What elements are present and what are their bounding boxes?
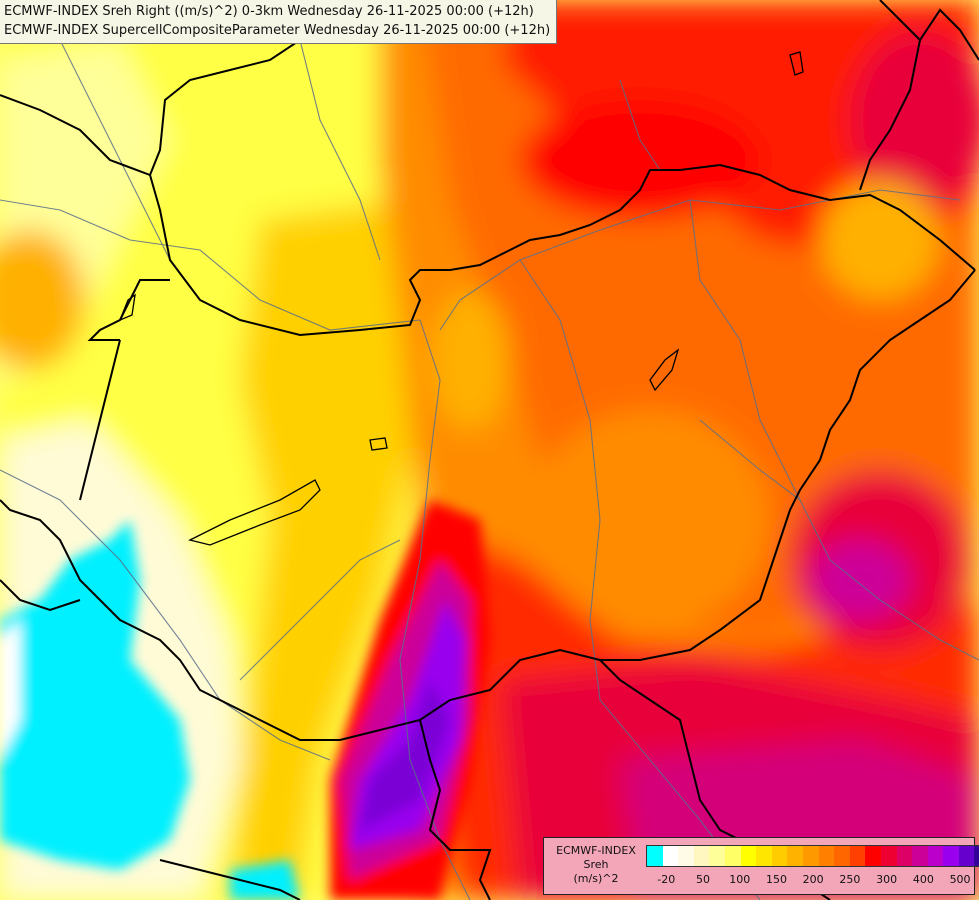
map-title-box: ECMWF-INDEX Sreh Right ((m/s)^2) 0-3km W… [0, 0, 558, 44]
legend-swatch [802, 846, 819, 866]
legend-swatch [756, 846, 772, 866]
legend-swatch [880, 846, 897, 866]
legend-swatch [865, 846, 881, 866]
legend-ticks: -2050100150200250300400500700 [646, 873, 976, 889]
legend-swatch [849, 846, 866, 866]
legend-tick-label: 200 [802, 873, 824, 886]
legend-title-line-3: (m/s)^2 [573, 872, 619, 885]
negative-area [0, 520, 300, 900]
legend-title-line-1: ECMWF-INDEX [556, 844, 636, 857]
legend-swatch [724, 846, 741, 866]
legend-swatch [958, 846, 975, 866]
legend-tick-label: 500 [949, 873, 971, 886]
legend-tick-label: 100 [729, 873, 751, 886]
legend-swatch [974, 846, 979, 866]
color-legend: ECMWF-INDEX Sreh (m/s)^2 -20 50 100 150 200 2… [543, 837, 979, 895]
legend-swatch [896, 846, 913, 866]
lake-outlines [118, 51, 804, 546]
legend-swatch [693, 846, 710, 866]
legend-swatch [771, 846, 788, 866]
legend-title: ECMWF-INDEX Sreh (m/s)^2 [548, 844, 644, 886]
legend-swatch [912, 846, 928, 866]
legend-swatch [662, 846, 679, 866]
legend-swatch [943, 846, 959, 866]
legend-tick-label: 250 [839, 873, 861, 886]
legend-swatches [646, 845, 979, 867]
legend-swatch [678, 846, 694, 866]
legend-swatch [709, 846, 725, 866]
legend-tick-label: -20 [657, 873, 676, 886]
legend-tick-label: 300 [876, 873, 898, 886]
legend-tick-label: 50 [696, 873, 710, 886]
legend-swatch [647, 846, 663, 866]
legend-tick-label: 150 [765, 873, 787, 886]
map-title-line-2: ECMWF-INDEX SupercellCompositeParameter … [4, 23, 551, 38]
legend-swatch [787, 846, 803, 866]
legend-tick-label: 400 [912, 873, 934, 886]
legend-swatch [740, 846, 757, 866]
map-title-line-1: ECMWF-INDEX Sreh Right ((m/s)^2) 0-3km W… [4, 4, 534, 19]
legend-title-line-2: Sreh [583, 858, 609, 871]
legend-swatch [818, 846, 835, 866]
legend-swatch [927, 846, 944, 866]
legend-swatch [834, 846, 850, 866]
